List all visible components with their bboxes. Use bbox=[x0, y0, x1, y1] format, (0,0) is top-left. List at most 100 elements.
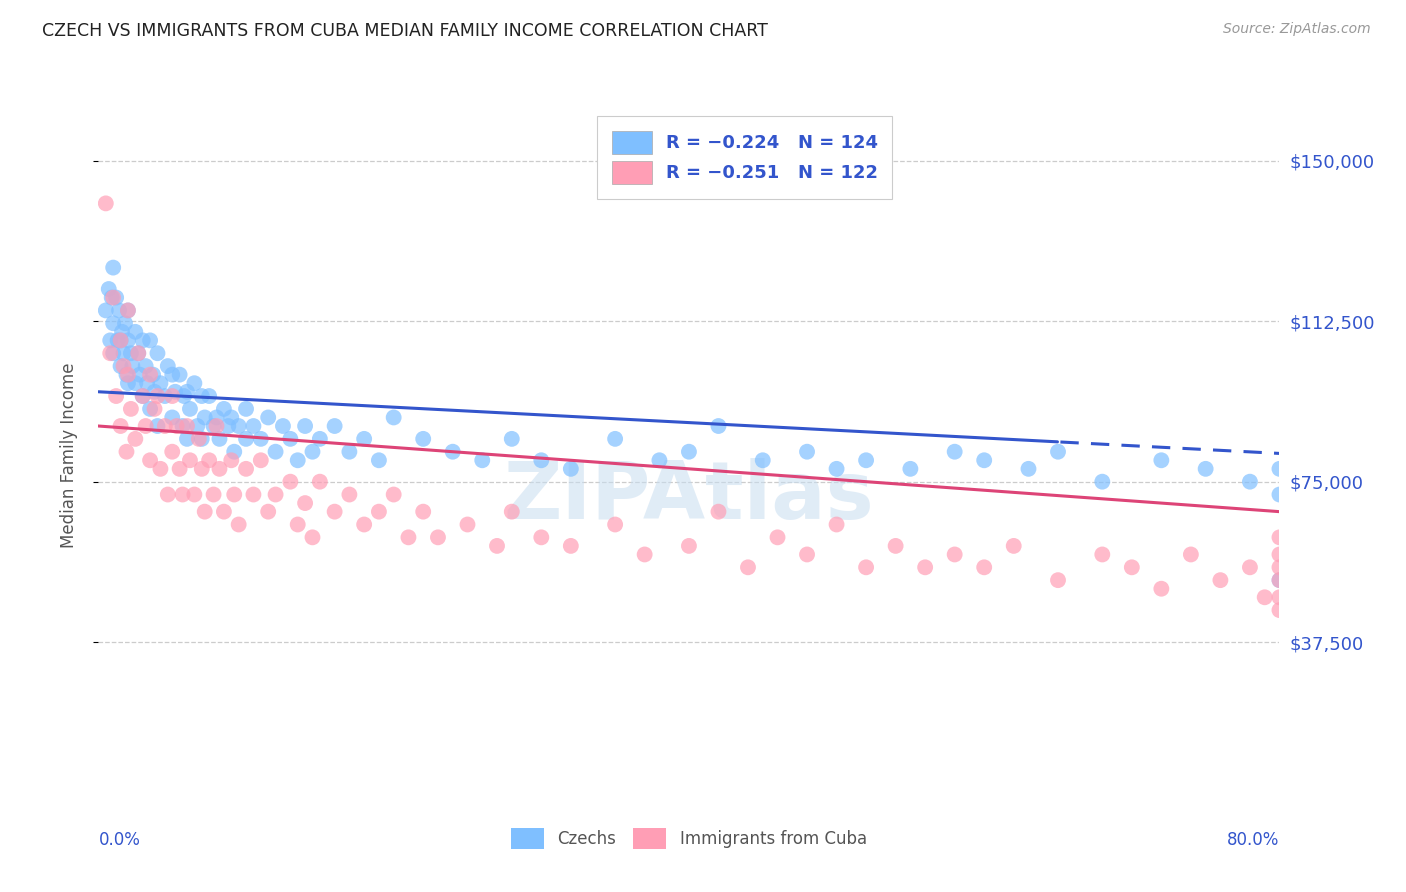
Point bbox=[98, 334, 121, 348]
Point bbox=[173, 389, 195, 403]
Point bbox=[162, 389, 183, 403]
Point bbox=[1268, 603, 1291, 617]
Point bbox=[191, 462, 214, 476]
Point bbox=[111, 325, 134, 339]
Point bbox=[1268, 591, 1291, 605]
Point bbox=[287, 453, 309, 467]
Point bbox=[212, 401, 235, 416]
Point bbox=[191, 432, 214, 446]
Point bbox=[105, 291, 128, 305]
Point bbox=[146, 389, 169, 403]
Point bbox=[110, 419, 132, 434]
Text: ZIPAtlas: ZIPAtlas bbox=[503, 458, 875, 536]
Point bbox=[103, 346, 125, 360]
Point bbox=[1091, 548, 1114, 562]
Point bbox=[110, 359, 132, 373]
Point bbox=[264, 487, 287, 501]
Text: CZECH VS IMMIGRANTS FROM CUBA MEDIAN FAMILY INCOME CORRELATION CHART: CZECH VS IMMIGRANTS FROM CUBA MEDIAN FAM… bbox=[42, 22, 768, 40]
Point bbox=[114, 316, 136, 330]
Point bbox=[115, 444, 138, 458]
Point bbox=[139, 453, 162, 467]
Point bbox=[278, 432, 302, 446]
Point bbox=[242, 419, 264, 434]
Point bbox=[678, 539, 700, 553]
Point bbox=[169, 462, 191, 476]
Point bbox=[124, 376, 146, 391]
Point bbox=[382, 487, 405, 501]
Point bbox=[94, 303, 117, 318]
Point bbox=[103, 291, 125, 305]
Point bbox=[441, 444, 464, 458]
Point bbox=[294, 419, 316, 434]
Point bbox=[287, 517, 309, 532]
Point bbox=[1268, 548, 1291, 562]
Point bbox=[166, 419, 188, 434]
Point bbox=[176, 432, 198, 446]
Point bbox=[339, 487, 360, 501]
Point bbox=[294, 496, 316, 510]
Point bbox=[1091, 475, 1114, 489]
Point bbox=[219, 453, 242, 467]
Point bbox=[121, 359, 143, 373]
Point bbox=[117, 303, 139, 318]
Point bbox=[1046, 444, 1069, 458]
Point bbox=[501, 505, 523, 519]
Point bbox=[98, 346, 121, 360]
Point bbox=[501, 432, 523, 446]
Point bbox=[169, 368, 191, 382]
Point bbox=[132, 389, 155, 403]
Point bbox=[900, 462, 922, 476]
Point bbox=[146, 346, 169, 360]
Point bbox=[368, 505, 391, 519]
Point bbox=[179, 453, 201, 467]
Point bbox=[235, 401, 257, 416]
Point bbox=[120, 346, 142, 360]
Point bbox=[737, 560, 759, 574]
Point bbox=[186, 419, 208, 434]
Point bbox=[176, 419, 198, 434]
Point bbox=[1121, 560, 1143, 574]
Point bbox=[183, 376, 205, 391]
Point bbox=[309, 432, 332, 446]
Point bbox=[156, 487, 179, 501]
Point bbox=[142, 368, 165, 382]
Point bbox=[110, 334, 132, 348]
Point bbox=[973, 453, 995, 467]
Point bbox=[271, 419, 294, 434]
Point bbox=[172, 419, 194, 434]
Point bbox=[486, 539, 509, 553]
Point bbox=[156, 359, 179, 373]
Point bbox=[353, 517, 375, 532]
Point bbox=[132, 389, 155, 403]
Point bbox=[323, 505, 346, 519]
Point bbox=[205, 410, 228, 425]
Text: Source: ZipAtlas.com: Source: ZipAtlas.com bbox=[1223, 22, 1371, 37]
Point bbox=[323, 419, 346, 434]
Point bbox=[1268, 573, 1291, 587]
Point bbox=[471, 453, 494, 467]
Text: 80.0%: 80.0% bbox=[1227, 830, 1279, 848]
Point bbox=[132, 334, 155, 348]
Point bbox=[796, 444, 818, 458]
Point bbox=[135, 419, 157, 434]
Point bbox=[136, 376, 159, 391]
Point bbox=[127, 346, 149, 360]
Point bbox=[530, 530, 553, 544]
Point bbox=[198, 453, 221, 467]
Point bbox=[1195, 462, 1218, 476]
Point bbox=[530, 453, 553, 467]
Point bbox=[1150, 582, 1173, 596]
Point bbox=[427, 530, 450, 544]
Point bbox=[179, 401, 201, 416]
Text: 0.0%: 0.0% bbox=[98, 830, 141, 848]
Point bbox=[412, 432, 434, 446]
Point bbox=[250, 432, 273, 446]
Point bbox=[1268, 462, 1291, 476]
Point bbox=[162, 444, 183, 458]
Point bbox=[162, 410, 183, 425]
Point bbox=[153, 389, 176, 403]
Point bbox=[103, 260, 125, 275]
Point bbox=[105, 389, 128, 403]
Point bbox=[456, 517, 478, 532]
Point bbox=[112, 346, 135, 360]
